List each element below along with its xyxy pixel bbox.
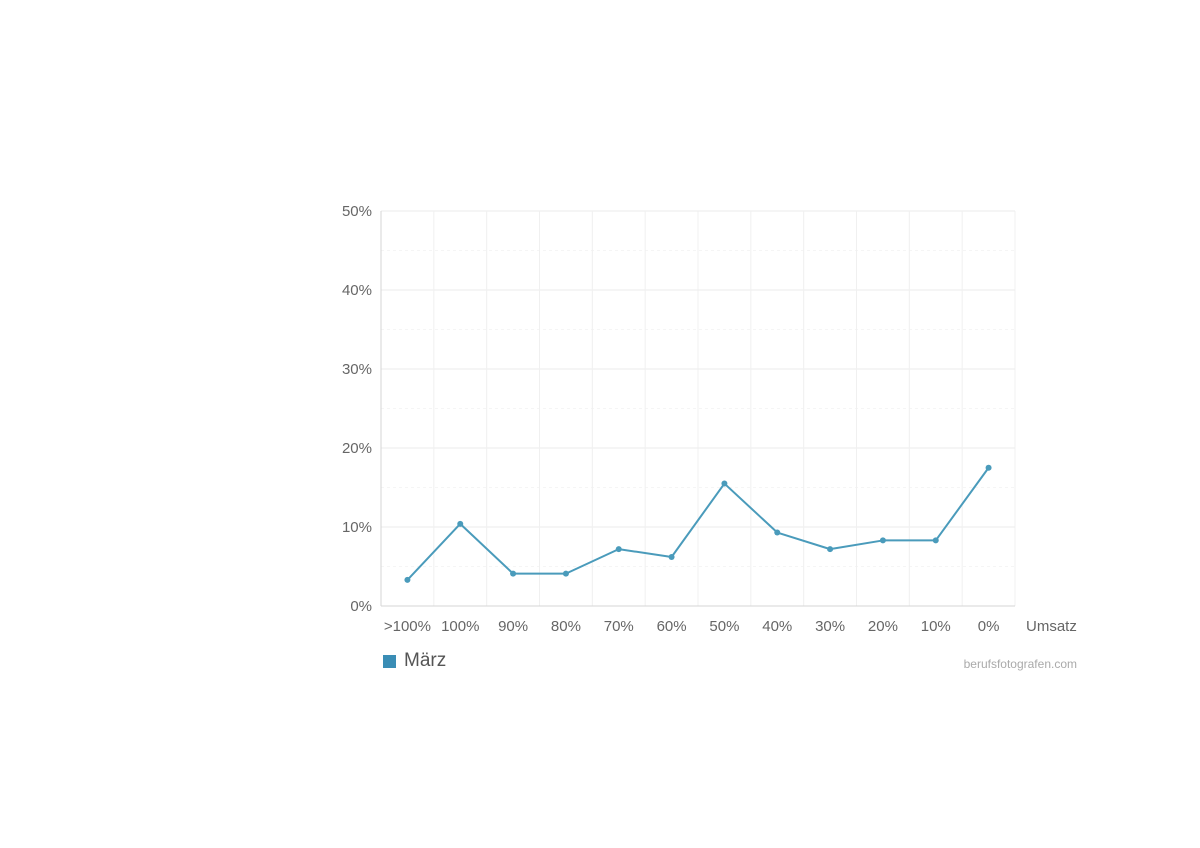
x-tick-label: 0% [978,618,1000,635]
legend-label: März [404,650,447,671]
data-point [932,537,939,544]
y-tick-label: 50% [342,203,372,220]
x-tick-label: 40% [762,618,792,635]
y-tick-label: 20% [342,440,372,457]
y-tick-label: 0% [350,598,372,615]
y-tick-label: 10% [342,519,372,536]
series-layer [404,464,992,583]
y-tick-label: 30% [342,361,372,378]
x-tick-label: >100% [384,618,431,635]
source-credit: berufsfotografen.com [963,657,1077,671]
data-point [510,570,517,577]
x-axis-ticks: >100% 100% 90% 80% 70% 60% 50% 40% 30% 20% 10% 0% Um… [384,618,1077,635]
x-tick-label: 80% [551,618,581,635]
y-axis-ticks: 0% 10% 20% 30% 40% 50% [342,203,372,615]
series-line [406,467,990,581]
x-tick-label: 50% [709,618,739,635]
data-point [457,520,464,527]
data-point [879,537,886,544]
y-tick-label: 40% [342,282,372,299]
data-point [562,570,569,577]
data-point [985,464,992,471]
legend-swatch [383,654,396,668]
x-tick-label: 10% [921,618,951,635]
x-tick-label: 30% [815,618,845,635]
x-tick-label: 100% [441,618,479,635]
data-point [404,576,411,583]
x-tick-label: 20% [868,618,898,635]
chart-axes [380,211,1015,607]
x-tick-label: 90% [498,618,528,635]
legend: März [383,650,446,672]
data-point [827,546,834,553]
x-tick-label: 70% [604,618,634,635]
data-point [668,554,675,561]
chart-grid [381,210,1016,607]
x-axis-label: Umsatz [1026,618,1077,635]
x-tick-label: 60% [657,618,687,635]
data-point [721,480,728,487]
data-point [774,529,781,536]
data-point [615,546,622,553]
